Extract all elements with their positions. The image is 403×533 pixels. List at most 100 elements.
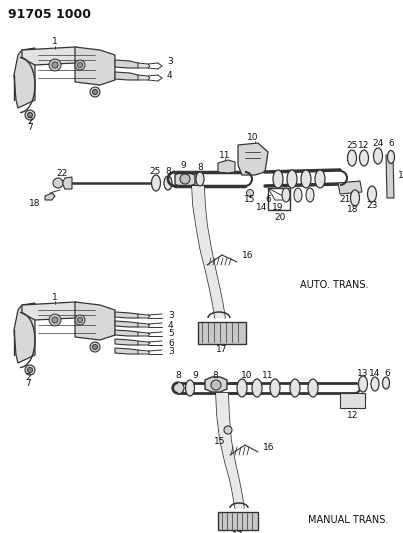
Text: 11: 11	[219, 150, 231, 159]
Ellipse shape	[273, 170, 283, 188]
Text: 21: 21	[339, 196, 351, 205]
Circle shape	[211, 380, 221, 390]
Circle shape	[93, 344, 98, 350]
Polygon shape	[238, 143, 268, 175]
Text: 12: 12	[358, 141, 370, 149]
Text: 5: 5	[168, 329, 174, 338]
Circle shape	[25, 110, 35, 120]
Polygon shape	[138, 350, 150, 354]
Text: 2: 2	[27, 117, 33, 126]
Ellipse shape	[315, 170, 325, 188]
Ellipse shape	[374, 148, 382, 164]
Polygon shape	[75, 47, 115, 85]
Polygon shape	[138, 63, 150, 68]
Text: 14: 14	[256, 204, 268, 213]
Ellipse shape	[359, 150, 368, 166]
Text: 19: 19	[272, 203, 284, 212]
Polygon shape	[45, 193, 55, 200]
Text: 14: 14	[398, 171, 403, 180]
Polygon shape	[115, 339, 140, 345]
Ellipse shape	[371, 377, 379, 391]
Polygon shape	[62, 177, 72, 189]
Text: 11: 11	[262, 370, 274, 379]
Polygon shape	[192, 186, 225, 318]
Bar	[198, 322, 246, 344]
Polygon shape	[115, 321, 140, 327]
Circle shape	[77, 318, 83, 322]
Polygon shape	[115, 72, 140, 80]
Text: 10: 10	[247, 133, 259, 142]
Polygon shape	[115, 348, 140, 354]
Text: 6: 6	[384, 369, 390, 378]
Text: 18: 18	[29, 198, 41, 207]
Circle shape	[93, 90, 98, 94]
Circle shape	[90, 342, 100, 352]
Text: 22: 22	[56, 168, 68, 177]
Text: 4: 4	[168, 320, 174, 329]
Ellipse shape	[270, 379, 280, 397]
Bar	[340, 393, 365, 408]
Ellipse shape	[308, 379, 318, 397]
Circle shape	[49, 59, 61, 71]
Ellipse shape	[282, 188, 290, 202]
Text: 8: 8	[212, 370, 218, 379]
Ellipse shape	[294, 188, 302, 202]
Polygon shape	[175, 172, 195, 187]
Circle shape	[75, 315, 85, 325]
Polygon shape	[386, 155, 394, 198]
Text: 1: 1	[52, 37, 58, 46]
Polygon shape	[138, 341, 150, 345]
Circle shape	[49, 314, 61, 326]
Circle shape	[53, 178, 63, 188]
Text: 3: 3	[168, 348, 174, 357]
Text: 14: 14	[369, 369, 381, 378]
Circle shape	[172, 382, 184, 394]
Text: MANUAL TRANS.: MANUAL TRANS.	[308, 515, 388, 525]
Polygon shape	[14, 48, 35, 108]
Ellipse shape	[152, 175, 160, 191]
Text: 15: 15	[214, 438, 226, 447]
Text: 25: 25	[346, 141, 358, 149]
Polygon shape	[138, 332, 150, 336]
Text: 15: 15	[244, 196, 256, 205]
Text: 7: 7	[27, 124, 33, 133]
Text: 20: 20	[274, 214, 286, 222]
Ellipse shape	[164, 176, 172, 190]
Bar	[218, 512, 258, 530]
Text: 17: 17	[232, 530, 244, 533]
Polygon shape	[138, 314, 150, 318]
Circle shape	[52, 317, 58, 323]
Text: 9: 9	[192, 370, 198, 379]
Circle shape	[224, 426, 232, 434]
Text: 23: 23	[366, 200, 378, 209]
Text: 24: 24	[372, 139, 384, 148]
Text: 6: 6	[388, 139, 394, 148]
Text: 91705 1000: 91705 1000	[8, 7, 91, 20]
Text: 4: 4	[167, 71, 172, 80]
Polygon shape	[115, 312, 140, 318]
Circle shape	[27, 367, 33, 373]
Text: AUTO. TRANS.: AUTO. TRANS.	[300, 280, 368, 290]
Circle shape	[52, 62, 58, 68]
Polygon shape	[218, 160, 235, 173]
Polygon shape	[75, 302, 115, 340]
Text: 16: 16	[242, 251, 253, 260]
Polygon shape	[115, 60, 140, 68]
Circle shape	[27, 112, 33, 117]
Text: 17: 17	[216, 345, 228, 354]
Text: 8: 8	[197, 163, 203, 172]
Text: 8: 8	[175, 370, 181, 379]
Ellipse shape	[237, 379, 247, 397]
Text: 12: 12	[347, 410, 359, 419]
Text: 18: 18	[347, 206, 359, 214]
Ellipse shape	[382, 377, 390, 389]
Polygon shape	[205, 377, 227, 392]
Ellipse shape	[368, 186, 376, 202]
Text: 6: 6	[168, 338, 174, 348]
Ellipse shape	[388, 150, 395, 164]
Ellipse shape	[290, 379, 300, 397]
Text: 16: 16	[263, 442, 274, 451]
Polygon shape	[22, 302, 100, 320]
Circle shape	[75, 60, 85, 70]
Polygon shape	[115, 330, 140, 336]
